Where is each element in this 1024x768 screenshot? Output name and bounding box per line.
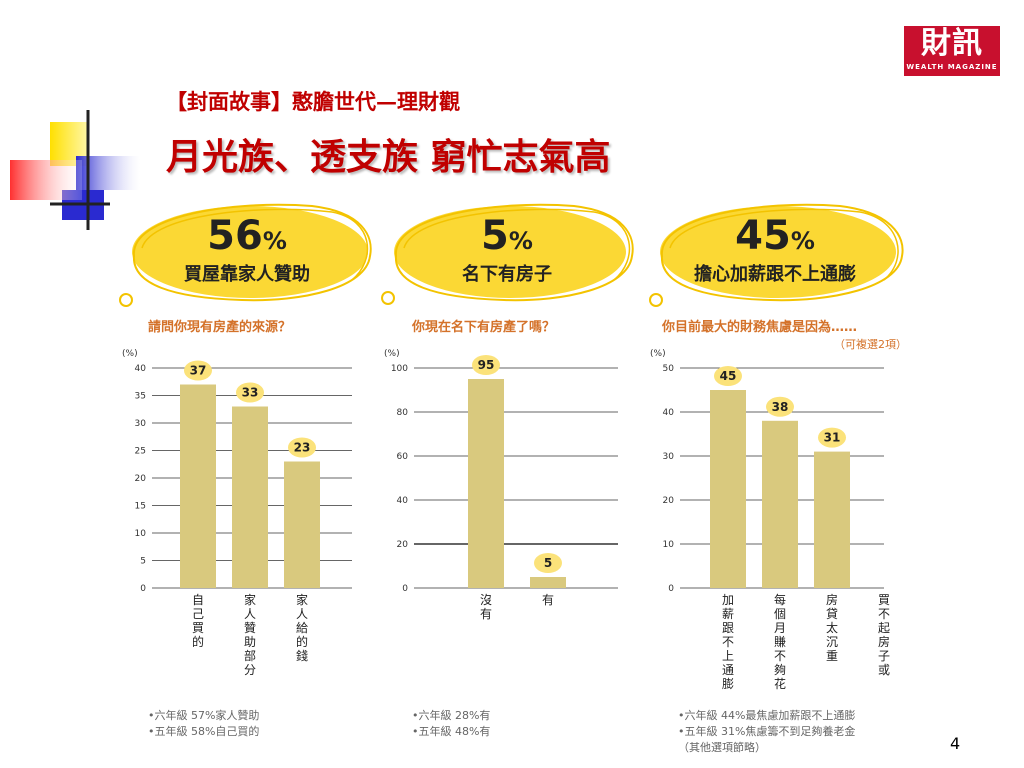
category-label: 家人贊助部分: [244, 592, 256, 677]
category-label: 加薪跟不上通膨: [722, 593, 734, 691]
cover-story-subtitle: 【封面故事】憨膽世代—理財觀: [166, 89, 460, 114]
y-tick-label: 20: [397, 540, 409, 550]
chart-question: 請問你現有房產的來源？: [148, 320, 292, 335]
bar-value-label: 95: [478, 358, 495, 372]
bar: [284, 461, 320, 588]
footnote-line: （其他選項節略）: [678, 741, 766, 754]
value-bubble: [236, 382, 264, 403]
category-label: 家人給的錢: [296, 592, 308, 663]
y-tick-label: 80: [397, 408, 409, 418]
y-tick-label: 100: [391, 364, 408, 374]
footnotes: •六年級 28%有 •五年級 48%有: [412, 708, 490, 740]
chart-question: 你目前最大的財務焦慮是因為……: [662, 320, 858, 335]
y-tick-label: 0: [140, 584, 146, 594]
badge-scribble-icon: [381, 203, 634, 305]
badge-percentage: 45%: [735, 213, 815, 259]
bar-value-label: 38: [772, 400, 789, 414]
category-label: 買不起房子或: [878, 593, 890, 677]
value-bubble: [818, 427, 846, 448]
bar-value-label: 33: [242, 386, 259, 400]
footnotes: •六年級 57%家人贊助 •五年級 58%自己買的: [148, 708, 259, 740]
value-bubble: [714, 366, 742, 386]
panel-financial-anxiety: 45% 擔心加薪跟不上通膨 你目前最大的財務焦慮是因為…… （可複選2項） (%…: [644, 196, 914, 756]
y-axis-unit: (%): [384, 349, 400, 359]
category-label: 自己買的: [192, 593, 204, 649]
category-label: 有: [542, 593, 554, 607]
footnote-line: •五年級 58%自己買的: [148, 725, 260, 738]
logo-chinese: 財訊: [921, 26, 983, 61]
y-tick-label: 35: [135, 392, 146, 402]
bar-value-label: 45: [720, 369, 737, 383]
bar: [530, 577, 566, 588]
slide-title: 月光族、透支族 窮忙志氣高: [166, 136, 611, 178]
badge-scribble-icon: [649, 203, 904, 307]
badge-percentage: 5%: [481, 213, 533, 259]
wealth-magazine-logo: 財訊 WEALTH MAGAZINE: [904, 26, 1000, 76]
bar: [180, 384, 216, 588]
y-tick-label: 50: [663, 364, 675, 374]
y-tick-label: 10: [135, 529, 147, 539]
badge-scribble-icon: [119, 203, 372, 307]
footnote-line: •五年級 48%有: [412, 725, 491, 738]
y-tick-label: 0: [402, 584, 408, 594]
category-label: 沒有: [480, 593, 492, 621]
y-tick-label: 25: [135, 447, 146, 457]
bar: [468, 379, 504, 588]
badge-caption: 買屋靠家人贊助: [184, 264, 310, 285]
value-bubble: [288, 437, 316, 458]
bar: [232, 406, 268, 588]
bar-chart-financial-anxiety: (%) 0 10 20 30 40 50 45 加薪跟不上通膨 38 每個月賺不夠花 31 房貸太沉重 買…: [650, 349, 890, 691]
badge-caption: 名下有房子: [462, 264, 552, 285]
bar-value-label: 37: [190, 364, 207, 378]
chart-question-note: （可複選2項）: [834, 338, 907, 351]
value-bubble: [472, 355, 500, 375]
footnote-line: •五年級 31%焦慮籌不到足夠養老金: [678, 725, 856, 738]
decorative-squares-icon: [10, 110, 140, 230]
y-tick-label: 30: [135, 419, 147, 429]
chart-question: 你現在名下有房產了嗎？: [412, 320, 556, 335]
panel-owns-house: 5% 名下有房子 你現在名下有房產了嗎？ (%) 0 20 40 60 80 100 95 沒有…: [378, 196, 648, 756]
y-tick-label: 20: [663, 496, 675, 506]
category-label: 房貸太沉重: [826, 592, 838, 663]
badge-caption: 擔心加薪跟不上通膨: [694, 264, 856, 285]
y-tick-label: 40: [663, 408, 675, 418]
footnote-line: •六年級 57%家人贊助: [148, 709, 260, 722]
value-bubble: [184, 360, 212, 381]
bar-value-label: 23: [294, 441, 311, 455]
bar-chart-owns-house: (%) 0 20 40 60 80 100 95 沒有 5 有: [384, 349, 618, 621]
value-bubble: [534, 553, 562, 573]
y-tick-label: 30: [663, 452, 675, 462]
bar-value-label: 31: [824, 431, 841, 445]
y-tick-label: 5: [140, 557, 146, 567]
footnotes: •六年級 44%最焦慮加薪跟不上通膨 •五年級 31%焦慮籌不到足夠養老金 （其…: [678, 708, 855, 756]
y-tick-label: 20: [135, 474, 147, 484]
footnote-line: •六年級 44%最焦慮加薪跟不上通膨: [678, 709, 856, 722]
y-axis-unit: (%): [650, 349, 666, 359]
footnote-line: •六年級 28%有: [412, 709, 491, 722]
y-tick-label: 10: [663, 540, 675, 550]
y-axis-unit: (%): [122, 349, 138, 359]
value-bubble: [766, 396, 794, 417]
y-tick-label: 60: [397, 452, 409, 462]
y-tick-label: 40: [135, 364, 147, 374]
bar-value-label: 5: [544, 556, 552, 570]
bar-chart-house-source: (%) 0 5 10 15 20 25 30 35 40 37 自己買的 33 家人贊助部分 23 家人給的錢: [122, 349, 352, 677]
page-number: 4: [950, 734, 961, 753]
category-label: 每個月賺不夠花: [774, 592, 786, 691]
logo-english: WEALTH MAGAZINE: [906, 63, 998, 71]
bar: [762, 420, 798, 588]
y-tick-label: 0: [668, 584, 674, 594]
badge-percentage: 56%: [207, 213, 287, 259]
y-tick-label: 40: [397, 496, 409, 506]
bar: [710, 390, 746, 588]
bar: [814, 451, 850, 588]
y-tick-label: 15: [135, 502, 146, 512]
panel-house-source: 56% 買屋靠家人贊助 請問你現有房產的來源？ (%) 0 5 10 15 20 25 30 3…: [112, 196, 382, 756]
